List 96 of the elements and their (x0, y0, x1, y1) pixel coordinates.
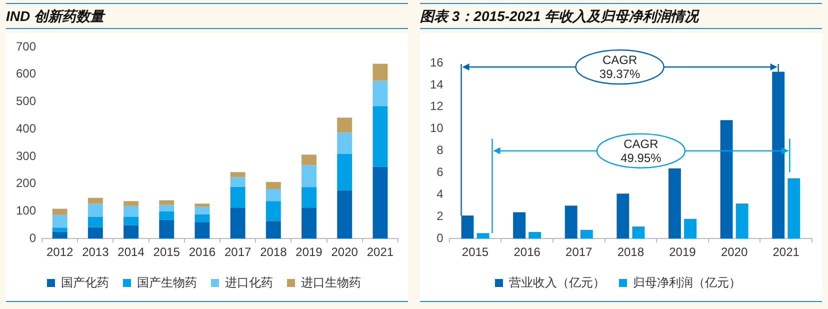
x-tick-label: 2012 (46, 245, 74, 260)
bar (52, 228, 68, 232)
bar (52, 208, 68, 215)
bar (124, 201, 138, 206)
bar (513, 212, 526, 239)
bar (88, 227, 103, 239)
x-tick-label: 2016 (514, 245, 541, 260)
x-tick-label: 2014 (118, 245, 145, 260)
bar (194, 206, 210, 215)
bar (476, 233, 490, 239)
x-tick-label: 2021 (772, 245, 800, 260)
bar (124, 216, 138, 226)
y-tick-label: 2 (436, 208, 444, 223)
annotation: CAGR 39.37% (599, 53, 640, 81)
bar (616, 194, 630, 239)
y-tick-label: 14 (430, 77, 444, 92)
x-tick-label: 2013 (82, 245, 110, 260)
bar (159, 220, 174, 239)
x-tick-label: 2019 (669, 245, 696, 260)
bar (88, 204, 103, 217)
x-tick-label: 2018 (617, 245, 644, 260)
x-tick-label: 2017 (566, 245, 593, 260)
bar (302, 154, 316, 166)
bar (337, 118, 352, 132)
bar (564, 206, 578, 239)
chart-title: IND 创新药数量 (6, 3, 408, 29)
legend-label: 归母净利润（亿元） (633, 275, 741, 290)
bar (230, 186, 246, 208)
y-tick-label: 500 (16, 94, 36, 108)
x-tick-label: 2021 (366, 245, 394, 260)
y-tick-label: 400 (16, 121, 36, 136)
legend-label: 国产生物药 (137, 275, 197, 290)
bar (194, 222, 210, 239)
bar (266, 201, 281, 222)
bar (684, 218, 696, 239)
bar (337, 132, 352, 154)
bar (88, 216, 103, 228)
bar (159, 204, 174, 212)
bar (668, 168, 681, 239)
y-tick-label: 6 (436, 165, 444, 180)
bar (266, 182, 281, 190)
bar (580, 230, 593, 239)
bar (230, 177, 246, 187)
bar (266, 189, 281, 202)
bar (632, 226, 645, 239)
y-tick-label: 200 (16, 176, 36, 190)
y-tick-label: 4 (436, 187, 444, 202)
y-tick-label: 100 (16, 204, 36, 218)
bar (720, 120, 733, 239)
chart-title: 图表 3：2015-2021 年收入及归母净利润情况 (420, 3, 822, 29)
bar (159, 200, 174, 205)
bar (302, 165, 316, 188)
bar (372, 80, 388, 106)
x-tick-label: 2020 (331, 245, 358, 260)
x-tick-label: 2015 (462, 245, 489, 260)
x-tick-label: 2020 (720, 245, 748, 260)
bar (194, 214, 210, 222)
bar (337, 190, 352, 239)
bar (124, 205, 138, 217)
bar (302, 187, 316, 208)
x-tick-label: 2018 (260, 245, 288, 260)
x-tick-label: 2019 (296, 245, 323, 260)
annotation: CAGR 49.95% (620, 136, 662, 165)
legend-label: 营业收入（亿元） (509, 275, 605, 290)
legend-label: 进口生物药 (301, 275, 361, 290)
bar (337, 154, 352, 190)
x-tick-label: 2015 (153, 245, 180, 260)
bar (159, 211, 174, 220)
y-tick-label: 700 (16, 39, 36, 54)
legend-label: 进口化药 (225, 275, 273, 290)
bar (372, 64, 388, 81)
bar (302, 208, 316, 239)
bar (372, 106, 388, 167)
legend-label: 国产化药 (61, 275, 109, 290)
bar (230, 172, 246, 178)
bar (266, 221, 281, 239)
bar (528, 232, 542, 239)
y-tick-label: 0 (436, 230, 444, 245)
y-tick-label: 12 (430, 99, 444, 114)
bar (788, 178, 800, 239)
y-tick-label: 10 (430, 121, 444, 136)
bar (372, 166, 388, 239)
y-tick-label: 16 (430, 55, 444, 70)
bar (194, 204, 210, 207)
y-tick-label: 300 (16, 148, 36, 163)
bar (52, 214, 68, 228)
y-tick-label: 8 (436, 143, 444, 158)
bar (736, 203, 748, 239)
bar (88, 198, 103, 204)
bar (52, 232, 68, 239)
bar (124, 225, 138, 239)
y-tick-label: 0 (29, 230, 36, 245)
x-tick-label: 2016 (188, 245, 216, 260)
x-tick-label: 2017 (224, 245, 252, 260)
bar (230, 208, 246, 239)
y-tick-label: 600 (16, 66, 36, 81)
